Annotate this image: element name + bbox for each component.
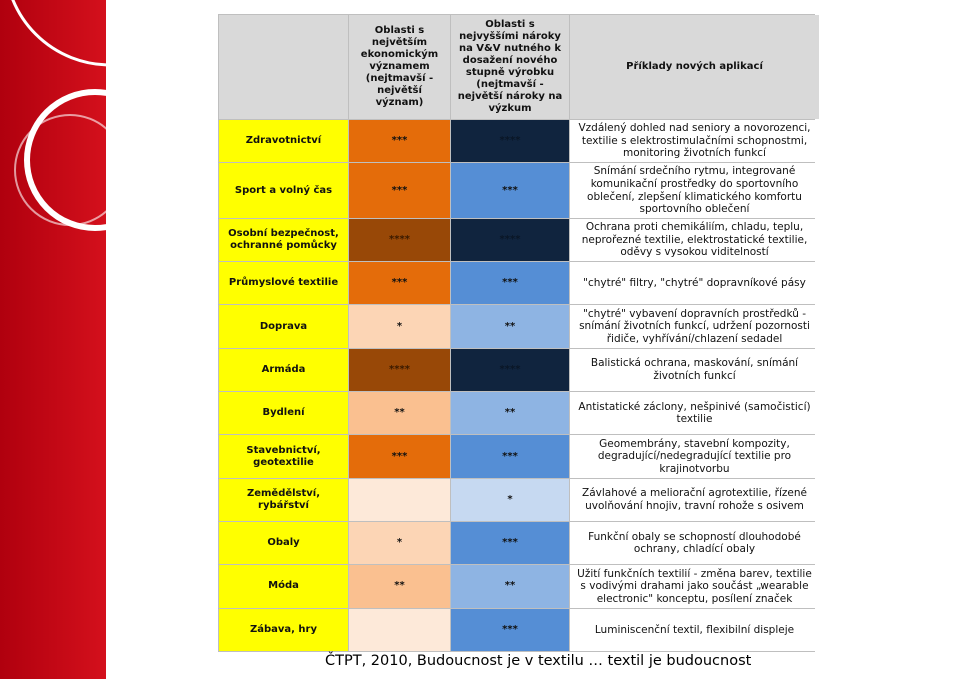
economic-cell: ****	[349, 348, 450, 392]
header-cell: Příklady nových aplikací	[570, 15, 819, 119]
applications-cell: Vzdálený dohled nad seniory a novorozenc…	[570, 120, 819, 163]
sector-cell: Doprava	[219, 305, 348, 348]
economic-cell: ***	[349, 435, 450, 478]
applications-cell: "chytré" filtry, "chytré" dopravníkové p…	[570, 262, 819, 305]
applications-cell: Balistická ochrana, maskování, snímání ž…	[570, 348, 819, 392]
red-band	[0, 0, 106, 679]
decoration	[0, 0, 106, 679]
sector-cell: Móda	[219, 565, 348, 608]
sector-cell: Zemědělství, rybářství	[219, 478, 348, 521]
header-cell: Oblasti s největším ekonomickým významem…	[349, 15, 450, 119]
economic-cell: *	[349, 522, 450, 565]
research-cell: ***	[451, 522, 569, 565]
footer: ČTPT, 2010, Budoucnost je v textilu … te…	[325, 653, 752, 669]
applications-cell: Snímání srdečního rytmu, integrované kom…	[570, 163, 819, 218]
applications-cell: Antistatické záclony, nešpinivé (samočis…	[570, 392, 819, 435]
research-cell: ***	[451, 262, 569, 305]
sector-cell: Stavebnictví, geotextilie	[219, 435, 348, 478]
sector-cell: Armáda	[219, 348, 348, 392]
research-cell: ***	[451, 435, 569, 478]
research-cell: ***	[451, 608, 569, 651]
applications-cell: Užití funkčních textilií - změna barev, …	[570, 565, 819, 608]
economic-cell: ***	[349, 163, 450, 218]
sector-cell: Zábava, hry	[219, 608, 348, 651]
applications-cell: Ochrana proti chemikáliím, chladu, teplu…	[570, 218, 819, 262]
sector-cell: Bydlení	[219, 392, 348, 435]
research-cell: **	[451, 305, 569, 348]
sector-cell: Zdravotnictví	[219, 120, 348, 163]
sector-cell: Průmyslové textilie	[219, 262, 348, 305]
economic-cell: ****	[349, 218, 450, 262]
research-cell: *	[451, 478, 569, 521]
economic-cell: ***	[349, 120, 450, 163]
applications-cell: "chytré" vybavení dopravních prostředků …	[570, 305, 819, 348]
sector-cell: Sport a volný čas	[219, 163, 348, 218]
arc	[24, 89, 106, 231]
economic-cell: ***	[349, 262, 450, 305]
economic-cell	[349, 478, 450, 521]
sector-cell: Osobní bezpečnost, ochranné pomůcky	[219, 218, 348, 262]
research-cell: **	[451, 565, 569, 608]
research-cell: ****	[451, 348, 569, 392]
applications-cell: Funkční obaly se schopností dlouhodobé o…	[570, 522, 819, 565]
economic-cell: **	[349, 392, 450, 435]
research-cell: ****	[451, 120, 569, 163]
research-cell: ***	[451, 163, 569, 218]
economic-cell	[349, 608, 450, 651]
research-cell: **	[451, 392, 569, 435]
table: Oblasti s největším ekonomickým významem…	[218, 14, 819, 652]
sector-cell: Obaly	[219, 522, 348, 565]
applications-cell: Luminiscenční textil, flexibilní displej…	[570, 608, 819, 651]
economic-cell: *	[349, 305, 450, 348]
header-cell: Oblasti s nejvyššími nároky na V&V nutné…	[451, 15, 569, 119]
economic-cell: **	[349, 565, 450, 608]
research-cell: ****	[451, 218, 569, 262]
applications-cell: Závlahové a meliorační agrotextilie, říz…	[570, 478, 819, 521]
arc	[14, 114, 106, 226]
applications-cell: Geomembrány, stavební kompozity, degradu…	[570, 435, 819, 478]
header-cell	[219, 15, 348, 119]
